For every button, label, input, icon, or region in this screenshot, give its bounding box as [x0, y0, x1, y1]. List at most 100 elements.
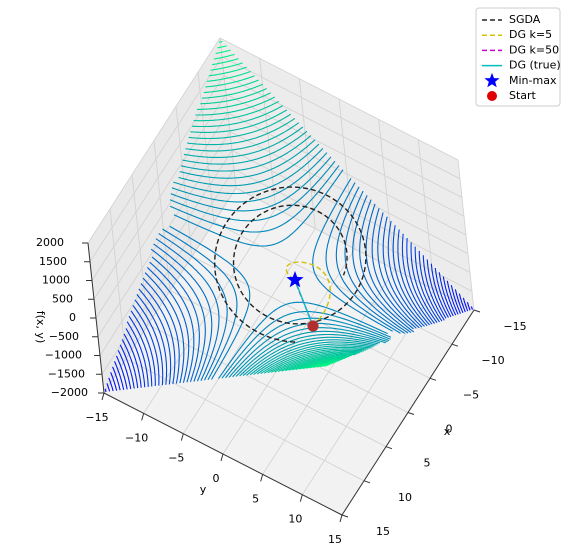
contour-line: [218, 301, 388, 379]
contour-line: [150, 248, 206, 382]
contour-line: [169, 165, 340, 233]
contour-line: [119, 344, 135, 389]
x-tick: [473, 309, 481, 313]
z-tick-label: −1000: [45, 349, 82, 362]
contour-line: [442, 276, 457, 316]
contour-line: [458, 293, 466, 313]
contour-line: [173, 148, 324, 195]
contour-line: [126, 321, 149, 387]
contour-line: [215, 49, 231, 55]
contour-line: [217, 45, 227, 49]
contour-line: [352, 195, 412, 334]
contour-line: [382, 216, 423, 328]
contour-line: [169, 225, 251, 380]
z-tick-label: 500: [52, 292, 73, 305]
contour-line: [470, 306, 473, 310]
legend-swatch: [487, 91, 497, 101]
contour-line: [113, 361, 125, 390]
contour-line: [185, 122, 300, 152]
contour-line: [170, 156, 332, 212]
x-tick: [429, 377, 437, 381]
contour-line: [249, 341, 375, 376]
axis-line: [341, 309, 475, 516]
legend-box: [475, 7, 561, 107]
contour-line: [450, 284, 462, 314]
contour-line: [418, 250, 443, 322]
y-tick: [180, 433, 184, 441]
contour-line: [171, 152, 328, 203]
contour-line: [136, 294, 168, 385]
z-tick-label: −1500: [48, 367, 85, 380]
grid-line: [231, 150, 471, 273]
grid-line: [89, 56, 223, 262]
contour-line: [191, 105, 284, 128]
z-tick-label: −2000: [51, 386, 88, 399]
contour-line: [197, 92, 271, 110]
contour-line: [183, 126, 304, 158]
contour-line: [274, 352, 360, 373]
grid-line: [221, 56, 461, 180]
grid-line: [87, 37, 221, 244]
legend: SGDA DG k=5 DG k=50 DG (true) Min-max Start: [475, 7, 561, 107]
contour-line: [125, 328, 146, 388]
contour-line: [195, 96, 276, 116]
contour-line: [288, 355, 350, 371]
contour-line: [112, 366, 121, 391]
contour-line: [182, 130, 308, 165]
contour-line: [193, 100, 280, 122]
contour-line: [295, 357, 346, 371]
z-axis-label: f(x, y): [34, 311, 47, 343]
y-tick: [220, 453, 224, 462]
contour-line: [260, 346, 369, 375]
contour-line: [151, 256, 200, 383]
contour-line: [466, 302, 471, 311]
marker: [307, 320, 319, 332]
z-tick-label: 2000: [36, 236, 64, 249]
contour-line: [430, 263, 449, 318]
contour-line: [246, 339, 377, 376]
x-axis-label: x: [444, 425, 451, 438]
grid-line: [219, 37, 459, 161]
z-tick-label: 1500: [39, 255, 67, 268]
y-tick: [101, 392, 105, 401]
grid-line: [262, 269, 396, 475]
contour-line: [153, 243, 213, 382]
axis-line: [87, 242, 105, 394]
y-tick-label: −10: [125, 431, 148, 444]
contour-line: [414, 246, 440, 323]
x-tick-label: −15: [503, 320, 526, 333]
contour-line: [285, 354, 352, 372]
contour-line: [256, 345, 371, 375]
legend-label: Min-max: [509, 74, 557, 87]
contour-line: [178, 143, 320, 187]
contour-line: [397, 229, 431, 326]
contour-line: [123, 333, 142, 388]
contour-line: [128, 315, 153, 387]
axes: −15 −10 −5 0 5 10 15 −15 −10 −5 0 5 10 15 2000 1500 1000…: [36, 236, 527, 546]
legend-label: Start: [509, 89, 537, 102]
contour-line: [188, 113, 292, 140]
legend-label: DG k=5: [509, 28, 552, 41]
contour-line: [117, 350, 132, 390]
contour-line: [179, 139, 316, 179]
contour-line: [325, 182, 401, 334]
x-tick-label: 0: [446, 423, 453, 436]
contour-line: [169, 160, 336, 222]
grid-line: [95, 112, 229, 319]
contour-line: [371, 208, 417, 329]
contour-line: [277, 353, 358, 373]
contour-line: [312, 177, 393, 332]
z-tick-label: 0: [69, 311, 76, 324]
contour-line: [434, 267, 452, 318]
contour-line: [270, 350, 363, 373]
x-tick: [451, 343, 459, 347]
contour-line: [104, 388, 107, 393]
grid-line: [301, 289, 435, 495]
y-tick: [339, 514, 343, 523]
trajectory: [213, 186, 367, 343]
x-tick: [341, 514, 349, 518]
contour-line: [190, 109, 288, 133]
x-tick: [407, 412, 415, 415]
y-tick: [141, 413, 145, 421]
